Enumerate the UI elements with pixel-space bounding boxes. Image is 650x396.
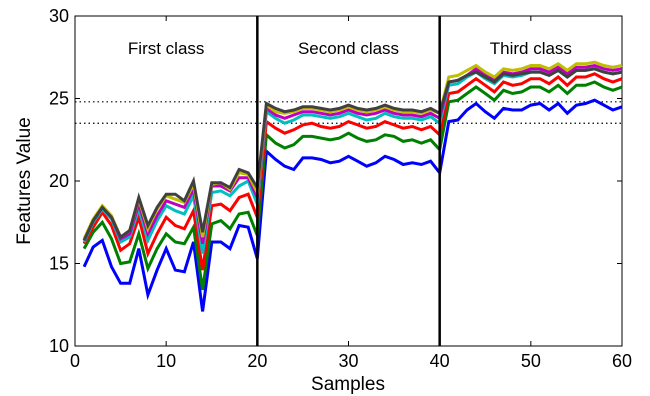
y-tick-label: 15 xyxy=(49,254,69,274)
class-label: Third class xyxy=(490,39,572,58)
class-labels: First class Second class Third class xyxy=(128,39,572,58)
y-axis-label: Features Value xyxy=(14,117,35,244)
series-line xyxy=(82,60,623,240)
y-tick-label: 25 xyxy=(49,89,69,109)
x-tick-label: 30 xyxy=(338,351,358,371)
x-tick-label: 20 xyxy=(247,351,267,371)
x-tick-label: 40 xyxy=(430,351,450,371)
class-label: Second class xyxy=(298,39,399,58)
series-line xyxy=(82,72,623,271)
y-tick-label: 10 xyxy=(49,336,69,356)
series-lines xyxy=(82,60,623,312)
x-tick-label: 0 xyxy=(70,351,80,371)
y-axis-ticks: 10 15 20 25 30 xyxy=(49,6,622,356)
x-axis-label: Samples xyxy=(311,374,385,395)
x-tick-label: 60 xyxy=(612,351,632,371)
series-line xyxy=(82,98,623,312)
class-label: First class xyxy=(128,39,205,58)
series-line xyxy=(82,80,623,291)
x-tick-label: 50 xyxy=(521,351,541,371)
y-tick-label: 30 xyxy=(49,6,69,26)
series-line xyxy=(82,63,623,244)
x-tick-label: 10 xyxy=(156,351,176,371)
y-tick-label: 20 xyxy=(49,171,69,191)
series-line xyxy=(82,67,623,242)
x-axis-ticks: 0 10 20 30 40 50 60 xyxy=(70,16,632,371)
threshold-lines xyxy=(75,101,622,124)
class-dividers xyxy=(256,16,441,346)
